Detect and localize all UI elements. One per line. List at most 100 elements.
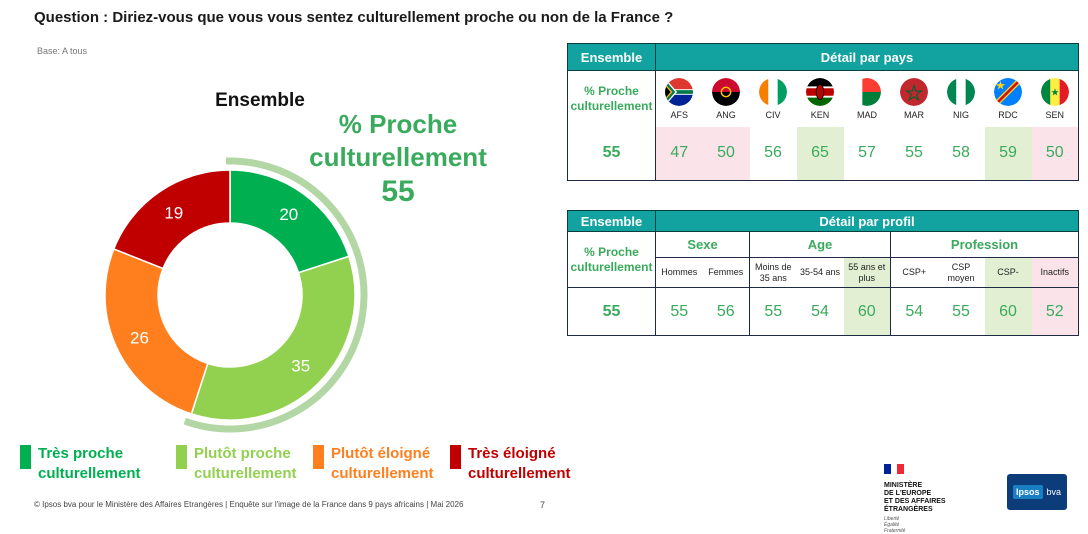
footer-text: © Ipsos bva pour le Ministère des Affair…: [34, 500, 464, 509]
ipsos-suffix: bva: [1046, 487, 1062, 497]
profile-value: 55: [655, 287, 703, 336]
kenya-flag-icon: [806, 77, 834, 106]
group-header-age: Age: [749, 231, 891, 258]
profile-value: 55: [749, 287, 797, 336]
ministry-logo: MINISTÈRE DE L'EUROPE ET DES AFFAIRES ÉT…: [884, 461, 946, 534]
legend-label: culturellement: [331, 465, 434, 482]
legend-label: Plutôt proche: [194, 445, 291, 462]
slice-value-label: 26: [130, 329, 149, 348]
legend-label: culturellement: [194, 465, 297, 482]
proche-highlight: % Proche culturellement 55: [300, 108, 496, 210]
profile-col-header: CSP-: [984, 257, 1032, 288]
country-code: ANG: [716, 109, 736, 120]
legend-item-tres-proche: Très proche culturellement: [20, 444, 141, 484]
country-value: 50: [1031, 126, 1079, 181]
country-header: NIG: [938, 71, 985, 127]
legend-label: culturellement: [38, 465, 141, 482]
legend-label: Très proche: [38, 445, 124, 462]
ipsos-logo: Ipsos bva: [1007, 474, 1067, 510]
profile-col-header: 55 ans et plus: [843, 257, 891, 288]
slice-plutot-eloigne: [104, 248, 209, 415]
nigeria-flag-icon: [947, 77, 975, 106]
group-header-profession: Profession: [890, 231, 1079, 258]
ensemble-value: 55: [567, 287, 656, 336]
country-header: MAD: [844, 71, 891, 127]
legend-swatch: [450, 445, 461, 469]
country-code: RDC: [998, 109, 1018, 120]
table-header-detail: Détail par profil: [655, 210, 1079, 232]
country-header: AFS: [656, 71, 703, 127]
country-value: 57: [843, 126, 891, 181]
profile-value: 60: [984, 287, 1032, 336]
legend-label: Très éloigné: [468, 445, 556, 462]
question-title: Question : Diriez-vous que vous vous sen…: [34, 9, 674, 26]
country-code: CIV: [765, 109, 781, 120]
donut-slice-labels: 20 35 26 19: [130, 203, 310, 375]
profile-col-header: Moins de 35 ans: [754, 261, 792, 283]
country-header: CIV: [750, 71, 797, 127]
chart-title: Ensemble: [215, 90, 305, 111]
donut-chart: 20 35 26 19: [104, 157, 368, 433]
slice-tres-eloigne: [112, 169, 231, 270]
country-code: KEN: [810, 109, 830, 120]
country-value: 59: [984, 126, 1032, 181]
proche-value: 55: [381, 175, 415, 208]
slice-value-label: 35: [291, 357, 310, 376]
profile-value: 52: [1031, 287, 1079, 336]
ensemble-value: 55: [567, 126, 656, 181]
country-header: ANG: [703, 71, 750, 127]
country-value: 56: [749, 126, 797, 181]
country-value: 58: [937, 126, 985, 181]
profile-value: 54: [796, 287, 844, 336]
table-header-ensemble: Ensemble: [567, 210, 656, 232]
table-profil: Ensemble Détail par profil % Proche cult…: [567, 210, 1079, 336]
donut-slices: [104, 169, 356, 421]
country-code: MAD: [857, 109, 877, 120]
cote-divoire-flag-icon: [759, 77, 787, 106]
proche-label: % Proche culturellement: [309, 109, 487, 172]
country-value: 50: [702, 126, 750, 181]
profile-col-header: Inactifs: [1031, 257, 1079, 288]
profile-col-header: 35-54 ans: [799, 267, 841, 277]
country-code: SEN: [1045, 109, 1064, 120]
profile-col-header: Hommes: [661, 267, 698, 277]
profile-value: 60: [843, 287, 891, 336]
ipsos-brand: Ipsos: [1012, 485, 1043, 499]
page-number: 7: [540, 500, 546, 510]
slice-value-label: 19: [164, 203, 183, 222]
slice-value-label: 20: [279, 205, 298, 224]
country-value: 65: [796, 126, 844, 181]
legend-swatch: [313, 445, 324, 469]
senegal-flag-icon: [1040, 77, 1069, 106]
table-pays: Ensemble Détail par pays % Proche cultur…: [567, 43, 1079, 181]
country-header: SEN: [1031, 70, 1079, 127]
profile-value: 56: [702, 287, 750, 336]
legend-swatch: [20, 445, 31, 469]
legend-item-plutot-eloigne: Plutôt éloigné culturellement: [313, 444, 434, 484]
legend-label: culturellement: [468, 465, 571, 482]
slice-plutot-proche: [190, 255, 356, 421]
legend-swatch: [176, 445, 187, 469]
profile-col-header: CSP moyen: [947, 261, 975, 283]
french-flag-icon: [884, 464, 904, 474]
country-code: AFS: [670, 109, 688, 120]
legend-item-tres-eloigne: Très éloigné culturellement: [450, 444, 571, 484]
south-africa-flag-icon: [665, 77, 694, 106]
table-header-ensemble: Ensemble: [567, 43, 656, 71]
country-header: RDC: [985, 71, 1032, 127]
table-header-detail: Détail par pays: [655, 43, 1079, 71]
profile-col-header: Femmes: [702, 257, 750, 288]
legend-item-plutot-proche: Plutôt proche culturellement: [176, 444, 297, 484]
row-label: % Proche culturellement: [567, 231, 656, 288]
profile-value: 54: [890, 287, 938, 336]
country-code: NIG: [952, 109, 969, 120]
country-header: MAR: [891, 71, 938, 127]
country-value: 55: [890, 126, 938, 181]
drc-flag-icon: [994, 77, 1022, 106]
country-header: KEN: [797, 71, 844, 127]
profile-col-header: CSP+: [902, 267, 927, 277]
country-code: MAR: [904, 109, 924, 120]
group-header-sexe: Sexe: [655, 231, 750, 258]
proche-bracket-arc: [183, 157, 368, 433]
madagascar-flag-icon: [853, 77, 881, 106]
